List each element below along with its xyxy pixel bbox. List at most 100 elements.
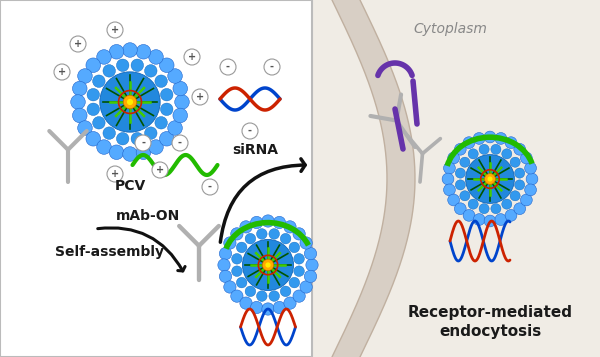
Circle shape: [466, 155, 514, 203]
Circle shape: [100, 72, 160, 132]
Text: -: -: [208, 182, 212, 192]
Circle shape: [473, 214, 485, 226]
Circle shape: [145, 127, 157, 139]
Circle shape: [280, 286, 291, 297]
Circle shape: [220, 59, 236, 75]
Circle shape: [173, 81, 188, 96]
Circle shape: [487, 176, 493, 181]
Circle shape: [515, 180, 524, 190]
Circle shape: [479, 203, 489, 214]
Circle shape: [109, 145, 124, 160]
Circle shape: [269, 291, 280, 301]
Circle shape: [160, 89, 173, 101]
Text: +: +: [111, 25, 119, 35]
Circle shape: [479, 144, 489, 154]
Circle shape: [495, 214, 507, 226]
Circle shape: [173, 108, 188, 123]
Circle shape: [484, 131, 496, 143]
Circle shape: [491, 203, 501, 214]
Text: +: +: [74, 39, 82, 49]
Circle shape: [131, 59, 143, 71]
Circle shape: [107, 166, 123, 182]
Circle shape: [524, 162, 536, 174]
Circle shape: [242, 240, 293, 291]
Circle shape: [160, 131, 174, 146]
Circle shape: [257, 228, 267, 239]
Circle shape: [510, 157, 520, 167]
Text: -: -: [270, 62, 274, 72]
Circle shape: [514, 203, 526, 215]
Circle shape: [232, 266, 242, 276]
Circle shape: [250, 216, 263, 229]
Text: +: +: [156, 165, 164, 175]
Text: -: -: [141, 138, 145, 148]
Circle shape: [454, 144, 466, 155]
Circle shape: [463, 210, 475, 221]
Circle shape: [262, 303, 274, 315]
Circle shape: [257, 291, 267, 301]
Circle shape: [116, 132, 129, 145]
Circle shape: [280, 233, 291, 244]
Circle shape: [160, 103, 173, 116]
Circle shape: [103, 127, 115, 139]
Circle shape: [443, 162, 455, 174]
Circle shape: [152, 162, 168, 178]
Circle shape: [149, 140, 163, 154]
Circle shape: [107, 22, 123, 38]
Circle shape: [232, 253, 242, 264]
Circle shape: [175, 95, 189, 109]
Circle shape: [123, 43, 137, 57]
Circle shape: [264, 59, 280, 75]
Circle shape: [454, 203, 466, 215]
Circle shape: [92, 75, 105, 87]
Circle shape: [468, 149, 478, 159]
Circle shape: [77, 69, 92, 83]
Circle shape: [155, 117, 167, 129]
Circle shape: [123, 95, 137, 109]
Circle shape: [300, 281, 312, 293]
Text: mAb-ON: mAb-ON: [116, 209, 180, 223]
Circle shape: [220, 270, 232, 282]
Circle shape: [502, 199, 512, 209]
Circle shape: [289, 242, 299, 253]
Circle shape: [510, 191, 520, 201]
Circle shape: [172, 135, 188, 151]
Circle shape: [202, 179, 218, 195]
Polygon shape: [360, 0, 600, 357]
Circle shape: [168, 69, 182, 83]
Circle shape: [192, 89, 208, 105]
Circle shape: [218, 259, 230, 271]
Circle shape: [269, 228, 280, 239]
Circle shape: [236, 277, 247, 288]
Circle shape: [448, 152, 460, 164]
Circle shape: [54, 64, 70, 80]
Circle shape: [262, 215, 274, 227]
Circle shape: [284, 221, 296, 233]
Bar: [312, 0, 600, 357]
Circle shape: [514, 144, 526, 155]
Text: +: +: [111, 169, 119, 179]
Circle shape: [231, 290, 243, 302]
Circle shape: [103, 65, 115, 77]
Circle shape: [262, 259, 274, 271]
Circle shape: [245, 233, 256, 244]
Text: +: +: [188, 52, 196, 62]
Circle shape: [97, 140, 111, 154]
Circle shape: [520, 152, 532, 164]
Circle shape: [109, 45, 124, 59]
Text: -: -: [226, 62, 230, 72]
Circle shape: [294, 266, 304, 276]
Circle shape: [73, 108, 87, 123]
Circle shape: [526, 173, 538, 185]
Text: +: +: [196, 92, 204, 102]
Circle shape: [505, 210, 517, 221]
Circle shape: [491, 144, 501, 154]
Circle shape: [240, 297, 252, 309]
Circle shape: [443, 184, 455, 196]
Circle shape: [294, 253, 304, 264]
Circle shape: [97, 50, 111, 64]
Circle shape: [304, 270, 317, 282]
Circle shape: [455, 168, 466, 178]
Circle shape: [116, 59, 129, 71]
Circle shape: [73, 81, 87, 96]
